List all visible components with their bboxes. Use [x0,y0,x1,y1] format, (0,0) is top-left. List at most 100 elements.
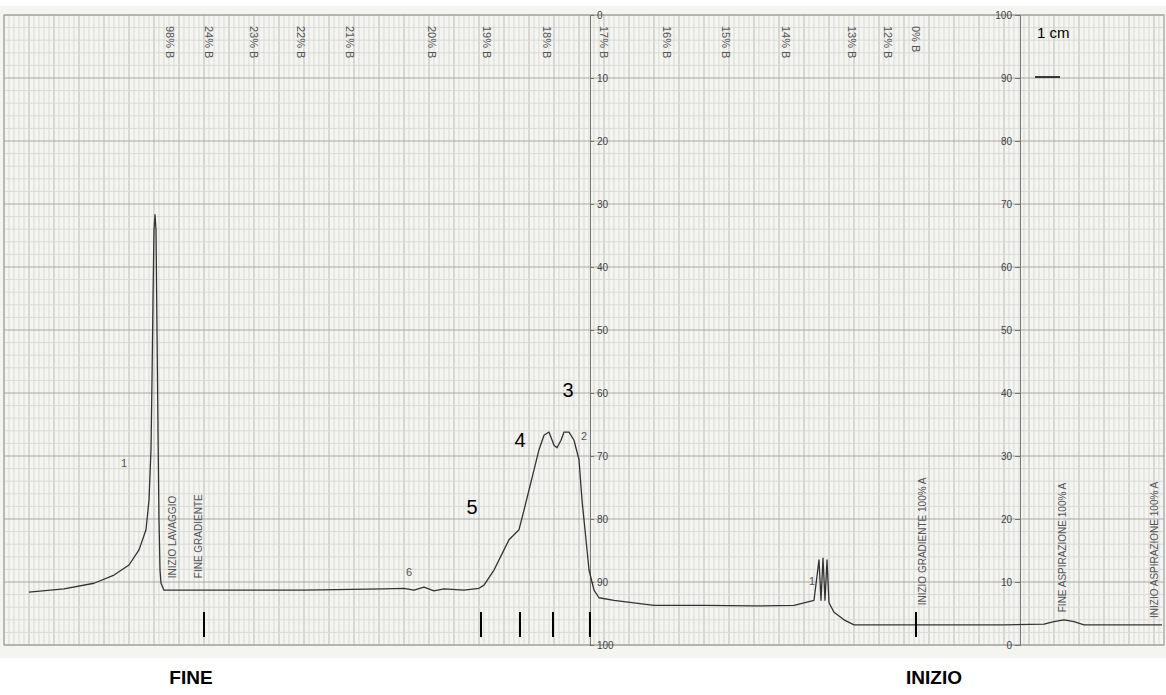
tick: 100 [995,10,1020,21]
grid-minor-h [4,531,1164,532]
grid-line [4,582,1164,583]
tick-mark [1015,15,1020,16]
tick-label: 100 [597,640,614,651]
grid-minor-h [4,355,1164,356]
tick-label: 80 [1001,136,1013,147]
peak-note: 2 [581,430,587,442]
y-axis: 0102030405060708090100 [995,10,1020,651]
tick-mark [590,519,594,520]
tick-mark [590,141,594,142]
axis-line [591,16,595,646]
grid-minor-h [4,481,1164,482]
tick-label: 30 [597,199,609,210]
tick: 30 [1001,451,1020,462]
gradient-label: 22% B [295,26,307,58]
trace [29,215,1162,625]
tick: 60 [1001,262,1020,273]
gradient-label: 98% B [164,26,176,58]
peak-label: 4 [514,429,525,451]
peak-note: 6 [406,566,412,578]
tick: 10 [590,73,609,84]
grid-minor-h [4,166,1164,167]
grid-minor-h [4,493,1164,494]
grid-minor-h [4,468,1164,469]
gradient-label: 19% B [481,26,493,58]
y2-axis: 0102030405060708090100 [590,10,614,651]
tick-mark [1015,645,1020,646]
tick-label: 50 [1001,325,1013,336]
tick: 40 [590,262,609,273]
note: FINE GRADIENTE [193,494,204,578]
tick-mark [1015,141,1020,142]
grid-minor-h [4,40,1164,41]
tick: 80 [1001,136,1020,147]
grid-minor-h [4,103,1164,104]
tick-label: 60 [1001,262,1013,273]
gradient-label: 17% B [598,26,610,58]
grid-line [4,456,1164,457]
tick-mark [1015,519,1020,520]
tick-mark [1015,393,1020,394]
tick: 50 [590,325,609,336]
tick: 70 [590,451,609,462]
tick-label: 50 [597,325,609,336]
grid-minor-h [4,115,1164,116]
tick-mark [1015,267,1020,268]
grid-minor-h [4,304,1164,305]
paper [0,6,1166,658]
tick-mark [1015,204,1020,205]
plot-frame [4,15,1164,645]
peak-note: 1 [809,575,815,587]
tick: 10 [1001,577,1020,588]
grid-minor-h [4,405,1164,406]
chart-root: 0102030405060708090100010203040506070809… [0,0,1166,695]
scale-bar [1035,76,1060,78]
tick: 0 [1006,640,1020,651]
grid-minor-h [4,128,1164,129]
grid-minor-h [4,241,1164,242]
tick-label: 70 [597,451,609,462]
tick-label: 70 [1001,199,1013,210]
grid-minor-h [4,254,1164,255]
tick: 80 [590,514,609,525]
tick-label: 80 [597,514,609,525]
tick-mark [1015,582,1020,583]
fraction-cut [203,612,205,637]
grid-minor-h [4,367,1164,368]
grid-minor-h [4,556,1164,557]
gradient-label: 23% B [248,26,260,58]
fraction-cut [589,612,591,637]
gradient-label: 18% B [541,26,553,58]
gradient-label: 15% B [720,26,732,58]
grid-line [4,204,1164,205]
grid-minor-h [4,317,1164,318]
scale-bar-label: 1 cm [1037,24,1070,41]
gradient-label: 0% B [910,26,922,52]
tick: 20 [1001,514,1020,525]
grid-line [4,141,1164,142]
note: INIZIO ASPIRAZIONE 100% A [1149,481,1160,617]
tick: 70 [1001,199,1020,210]
direction-label: INIZIO [906,667,962,688]
tick-mark [590,267,594,268]
tick: 20 [590,136,609,147]
gradient-label: 13% B [846,26,858,58]
tick-mark [590,456,594,457]
labels: 98% B24% B23% B22% B21% B20% B19% B18% B… [121,24,1160,688]
grid-minor-h [4,27,1164,28]
grid-minor-h [4,506,1164,507]
gradient-label: 24% B [203,26,215,58]
grid-minor-h [4,569,1164,570]
fraction-cut [480,612,482,637]
grid-minor-h [4,52,1164,53]
gradient-label: 14% B [780,26,792,58]
grid-minor-h [4,229,1164,230]
fraction-cut [519,612,521,637]
tick-label: 20 [597,136,609,147]
tick-label: 100 [995,10,1012,21]
grid-minor-h [4,178,1164,179]
tick: 60 [590,388,609,399]
tick-label: 0 [597,10,603,21]
tick: 90 [1001,73,1020,84]
axis-line [1015,16,1021,646]
